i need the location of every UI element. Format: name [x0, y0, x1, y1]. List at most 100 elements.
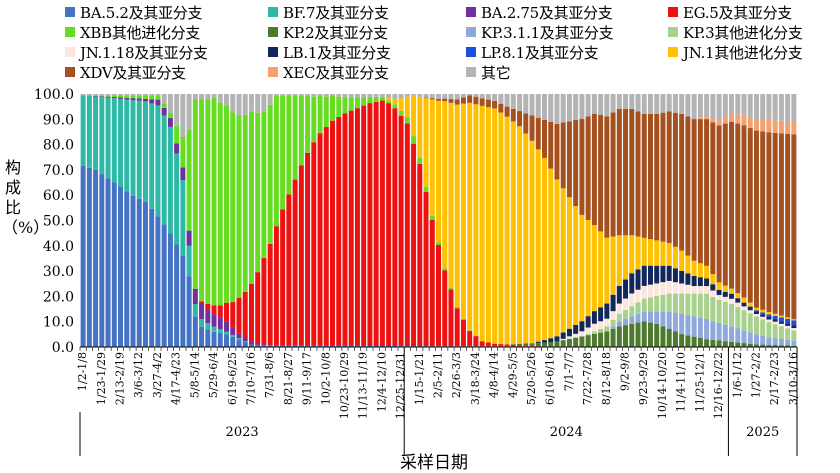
legend-label: KP.2及其亚分支	[283, 22, 388, 43]
bar-segment	[399, 116, 404, 346]
bar-segment	[112, 95, 117, 97]
bar-segment	[523, 134, 528, 344]
bar-segment	[698, 94, 703, 118]
bar-segment	[99, 174, 104, 347]
bar-segment	[349, 111, 354, 346]
bar-segment	[205, 309, 210, 323]
bar-segment	[486, 94, 491, 100]
bar-segment	[667, 281, 672, 294]
bar-segment	[766, 94, 771, 120]
bar-segment	[212, 332, 217, 347]
bar-segment	[212, 314, 217, 327]
bar-segment	[642, 238, 647, 266]
bar-segment	[187, 276, 192, 347]
bar-segment	[554, 341, 559, 346]
bar-segment	[205, 323, 210, 329]
bar-segment	[380, 101, 385, 346]
bar-segment	[212, 305, 217, 314]
bar-segment	[773, 324, 778, 338]
bar-segment	[137, 98, 142, 100]
bar-segment	[779, 317, 784, 321]
bar-segment	[386, 103, 391, 346]
y-tick-label: 30.0	[43, 264, 74, 280]
bar-segment	[748, 118, 753, 128]
bar-segment	[648, 114, 653, 239]
bar-segment	[99, 95, 104, 96]
bar-segment	[224, 303, 229, 322]
bar-segment	[118, 187, 123, 347]
bar-segment	[685, 273, 690, 284]
bar-segment	[318, 133, 323, 346]
legend-item: BA.2.75及其亚分支	[466, 2, 612, 22]
legend-label: XDV及其亚分支	[80, 62, 186, 83]
bar-segment	[791, 94, 796, 122]
bar-segment	[230, 94, 235, 112]
bar-segment	[106, 97, 111, 98]
bar-segment	[679, 294, 684, 314]
bar-segment	[149, 209, 154, 347]
x-tick-label: 3/6-3/12	[132, 352, 145, 398]
bar-segment	[112, 94, 117, 95]
bar-segment	[773, 322, 778, 325]
bar-segment	[224, 332, 229, 335]
bar-segment	[536, 149, 541, 341]
bar-segment	[448, 289, 453, 346]
bar-segment	[779, 326, 784, 339]
bar-segment	[93, 94, 98, 95]
bar-segment	[255, 343, 260, 345]
bar-segment	[604, 331, 609, 346]
x-tick-label: 12/25-12/31	[394, 352, 407, 419]
bar-segment	[692, 94, 697, 119]
bar-segment	[592, 311, 597, 324]
bar-segment	[710, 297, 715, 321]
bar-segment	[392, 99, 397, 104]
bar-segment	[779, 339, 784, 345]
bar-segment	[698, 294, 703, 318]
bar-segment	[710, 321, 715, 340]
bar-segment	[149, 103, 154, 208]
bar-segment	[729, 122, 734, 289]
bar-segment	[467, 330, 472, 331]
bar-segment	[704, 266, 709, 279]
bar-segment	[785, 340, 790, 346]
bar-segment	[205, 329, 210, 347]
bar-segment	[785, 317, 790, 319]
bar-segment	[567, 94, 572, 121]
bar-segment	[448, 94, 453, 99]
bar-segment	[361, 106, 366, 346]
bar-segment	[692, 337, 697, 347]
bar-segment	[679, 94, 684, 114]
bar-segment	[729, 299, 734, 304]
bar-segment	[386, 94, 391, 98]
x-tick-label: 5/29-6/4	[207, 352, 220, 398]
bar-segment	[586, 335, 591, 346]
bar-segment	[710, 274, 715, 284]
legend-swatch	[65, 47, 75, 57]
bar-segment	[405, 117, 410, 123]
bar-segment	[374, 102, 379, 346]
bar-segment	[698, 277, 703, 286]
x-tick-label: 5/20-5/26	[525, 352, 538, 405]
bar-segment	[629, 109, 634, 236]
bar-segment	[766, 320, 771, 323]
bar-segment	[411, 136, 416, 144]
bar-segment	[174, 94, 179, 126]
bar-segment	[193, 304, 198, 317]
bar-segment	[729, 289, 734, 294]
bar-segment	[330, 95, 335, 120]
bar-segment	[785, 326, 790, 329]
x-tick-label: 2/26-3/3	[450, 352, 463, 398]
legend-swatch	[668, 27, 678, 37]
x-tick-label: 3/27-4/2	[151, 352, 164, 398]
bar-segment	[704, 339, 709, 347]
bar-segment	[704, 286, 709, 294]
bar-segment	[598, 115, 603, 231]
bar-segment	[760, 336, 765, 345]
bar-segment	[742, 306, 747, 310]
bar-segment	[243, 94, 248, 115]
bar-segment	[155, 105, 160, 216]
bar-segment	[698, 263, 703, 277]
bar-segment	[218, 94, 223, 103]
bar-segment	[723, 302, 728, 325]
x-tick-label: 2/17-2/23	[768, 352, 781, 405]
